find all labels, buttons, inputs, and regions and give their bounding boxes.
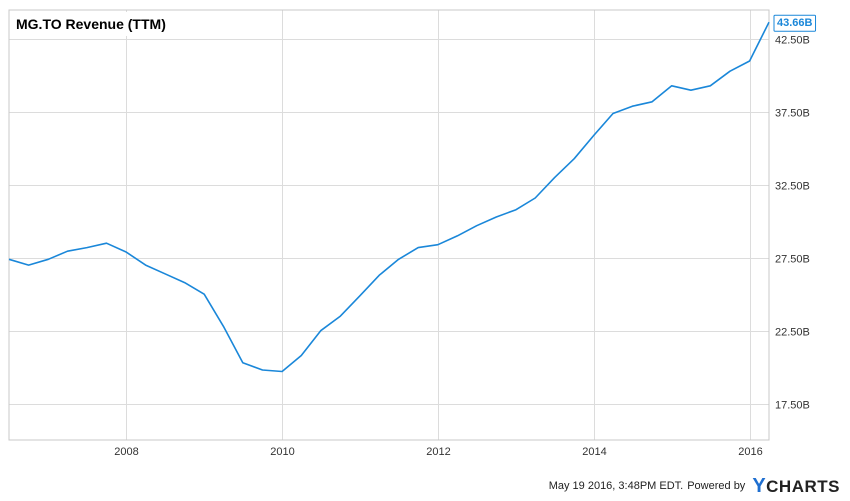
x-tick-label: 2014 [582,446,606,458]
data-point [514,207,519,212]
series-layer [7,20,772,374]
data-point [533,196,538,201]
ycharts-logo-text: CHARTS [766,476,840,496]
data-point [669,83,674,88]
y-tick-label: 27.50B [775,254,810,266]
vertical-grid [126,10,751,440]
data-point [688,88,693,93]
footer: May 19 2016, 3:48PM EDT. Powered by YCHA… [549,475,840,497]
data-point [202,292,207,297]
data-point [396,257,401,262]
data-point [358,293,363,298]
y-axis-ticks: 17.50B 22.50B 27.50B 32.50B 37.50B 42.50B [775,35,810,412]
x-tick-label: 2008 [114,446,138,458]
data-point [65,249,70,254]
data-point [377,273,382,278]
data-point [552,175,557,180]
ycharts-logo-y: Y [752,474,767,497]
data-point [747,59,752,64]
data-point [318,328,323,333]
last-value-label: 43.66B [777,17,813,29]
y-tick-label: 37.50B [775,108,810,120]
data-point [240,360,245,365]
x-tick-label: 2016 [738,446,762,458]
y-tick-label: 17.50B [775,400,810,412]
footer-timestamp: May 19 2016, 3:48PM EDT. [548,480,684,492]
data-point [455,233,460,238]
y-tick-label: 22.50B [775,327,810,339]
chart-title-background [11,12,171,36]
data-point [260,368,265,373]
data-point [416,245,421,250]
data-point [767,20,772,25]
x-tick-label: 2012 [426,446,450,458]
plot-frame [8,9,770,441]
data-point [611,111,616,116]
data-point [84,245,89,250]
data-point [338,314,343,319]
data-point [708,83,713,88]
series-line [8,21,770,373]
data-point [143,263,148,268]
data-point [650,99,655,104]
data-point [435,242,440,247]
data-point [182,280,187,285]
data-point [728,69,733,74]
data-point [124,250,129,255]
data-point [7,257,12,262]
data-point [630,104,635,109]
last-value-badge: 43.66B [773,14,817,32]
last-value-box [773,14,817,32]
ycharts-logo[interactable]: YCHARTS [752,475,840,498]
data-point [591,133,596,138]
data-point [221,324,226,329]
data-point [280,369,285,374]
data-point [26,263,31,268]
data-point [163,271,168,276]
y-tick-label: 42.50B [775,35,810,47]
footer-powered-by: Powered by [687,480,746,492]
data-point [46,257,51,262]
data-point [572,156,577,161]
data-point [104,241,109,246]
chart-title: MG.TO Revenue (TTM) [16,16,166,32]
data-point [299,353,304,358]
x-tick-label: 2010 [270,446,294,458]
horizontal-grid [9,39,769,405]
data-point [474,223,479,228]
y-tick-label: 32.50B [775,181,810,193]
x-axis-ticks: 2008 2010 2012 2014 2016 [114,446,762,458]
data-point [494,215,499,220]
